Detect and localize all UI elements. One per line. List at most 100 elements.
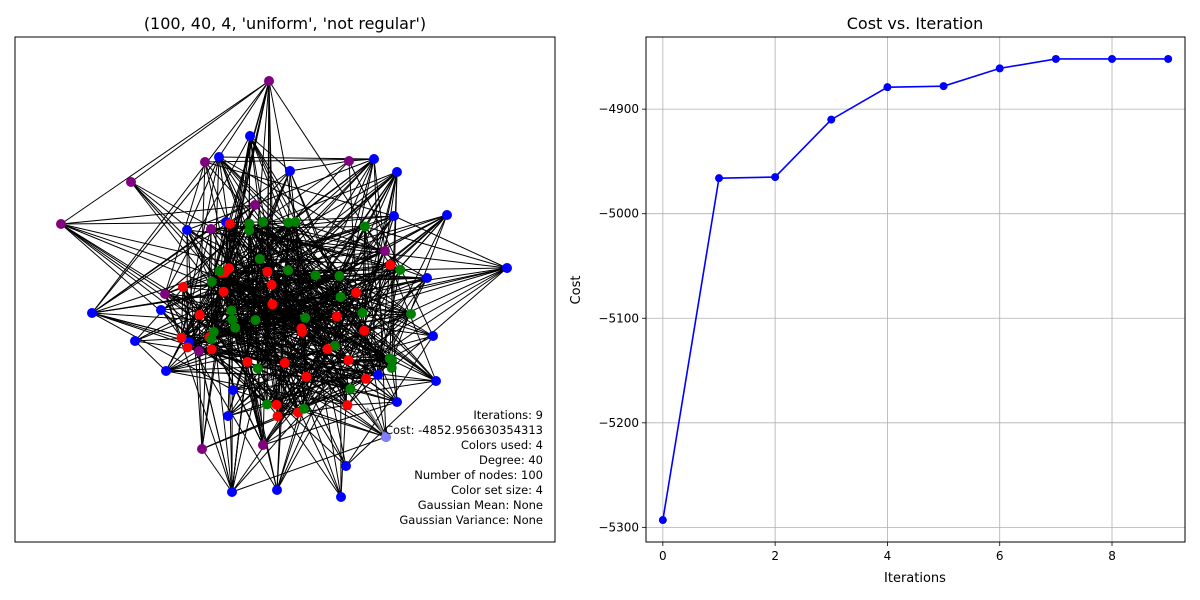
network-edge — [257, 345, 335, 369]
x-tick-label: 8 — [1108, 549, 1116, 563]
network-edge — [219, 269, 401, 272]
network-edge — [305, 316, 337, 319]
info-color-set-size: Color set size: 4 — [451, 483, 543, 497]
network-edge — [186, 229, 232, 311]
network-edge — [345, 335, 434, 467]
network-node — [395, 264, 406, 275]
network-edge — [276, 275, 340, 491]
network-edge — [262, 221, 305, 409]
network-node — [161, 366, 171, 376]
network-node — [406, 309, 416, 319]
network-edge — [289, 170, 306, 318]
cost-point — [1164, 54, 1173, 63]
network-node — [194, 346, 204, 356]
network-node — [359, 325, 370, 336]
grid — [646, 37, 1185, 542]
network-edge — [218, 156, 367, 380]
network-edge — [130, 80, 270, 183]
x-tick-label: 2 — [771, 549, 779, 563]
network-edge — [303, 158, 375, 409]
network-node — [87, 308, 97, 318]
network-edge — [60, 223, 338, 318]
y-tick-label: −4900 — [598, 102, 639, 116]
network-edge — [303, 269, 401, 410]
network-edge — [231, 274, 316, 311]
network-edge — [218, 156, 437, 382]
network-edge — [182, 286, 268, 405]
network-edge — [365, 313, 412, 380]
network-edge — [201, 291, 225, 450]
network-node — [334, 270, 345, 281]
network-node — [250, 315, 261, 326]
network-edge — [257, 171, 398, 369]
network-edge — [232, 389, 387, 438]
network-node — [228, 385, 238, 395]
network-edge — [60, 223, 268, 273]
network-edge — [209, 317, 306, 338]
network-edge — [262, 221, 316, 276]
network-title: (100, 40, 4, 'uniform', 'not regular') — [144, 14, 426, 33]
network-node-faded — [381, 432, 391, 442]
network-node — [258, 440, 268, 450]
network-edge — [301, 277, 428, 329]
info-iterations: Iterations: 9 — [473, 408, 543, 422]
network-edge — [287, 170, 291, 223]
network-edge — [218, 80, 270, 158]
network-edge — [348, 160, 434, 337]
network-edge — [201, 378, 367, 450]
network-node — [223, 411, 233, 421]
network-edge — [364, 225, 508, 269]
network-edge — [182, 264, 391, 288]
network-node — [206, 224, 216, 234]
network-edge — [164, 135, 251, 295]
network-edge — [389, 335, 434, 359]
network-edge — [182, 286, 233, 493]
network-node — [250, 200, 260, 210]
network-node — [224, 218, 235, 229]
network-edge — [268, 80, 391, 266]
network-edge — [134, 340, 167, 372]
cost-point — [714, 174, 723, 183]
info-degree: Degree: 40 — [479, 453, 543, 467]
network-edge — [229, 223, 264, 446]
network-node — [392, 167, 402, 177]
network-node — [344, 156, 354, 166]
network-node — [227, 314, 238, 325]
network-edge — [391, 214, 448, 361]
network-edge — [231, 359, 349, 493]
network-edge — [287, 222, 306, 318]
network-edge — [181, 310, 232, 339]
network-node — [392, 397, 402, 407]
network-node — [206, 276, 217, 287]
info-gaussian-mean: Gaussian Mean: None — [418, 498, 543, 512]
network-node — [298, 403, 309, 414]
network-edge — [247, 328, 302, 363]
network-edge — [277, 222, 289, 417]
network-edge — [218, 270, 264, 446]
network-node — [341, 461, 351, 471]
network-edge — [363, 330, 437, 382]
network-edge — [91, 270, 220, 314]
network-edge — [276, 404, 342, 498]
network-edge — [277, 226, 366, 417]
network-node — [386, 355, 397, 366]
network-edge — [301, 214, 448, 329]
cost-point — [771, 173, 780, 182]
network-edge — [229, 223, 336, 347]
network-node — [342, 400, 353, 411]
network-edge — [262, 221, 393, 369]
network-node — [206, 344, 217, 355]
network-node — [208, 327, 219, 338]
network-edge — [91, 80, 270, 314]
network-edge — [221, 272, 272, 286]
network-edge — [165, 272, 222, 372]
network-node — [194, 309, 205, 320]
y-axis-label: Cost — [569, 276, 584, 305]
line-chart-title: Cost vs. Iteration — [847, 14, 984, 33]
network-node — [266, 279, 277, 290]
y-tick-label: −5000 — [598, 207, 639, 221]
network-edge — [277, 331, 303, 417]
network-edge — [165, 327, 302, 372]
network-node — [177, 281, 188, 292]
network-node — [283, 265, 294, 276]
